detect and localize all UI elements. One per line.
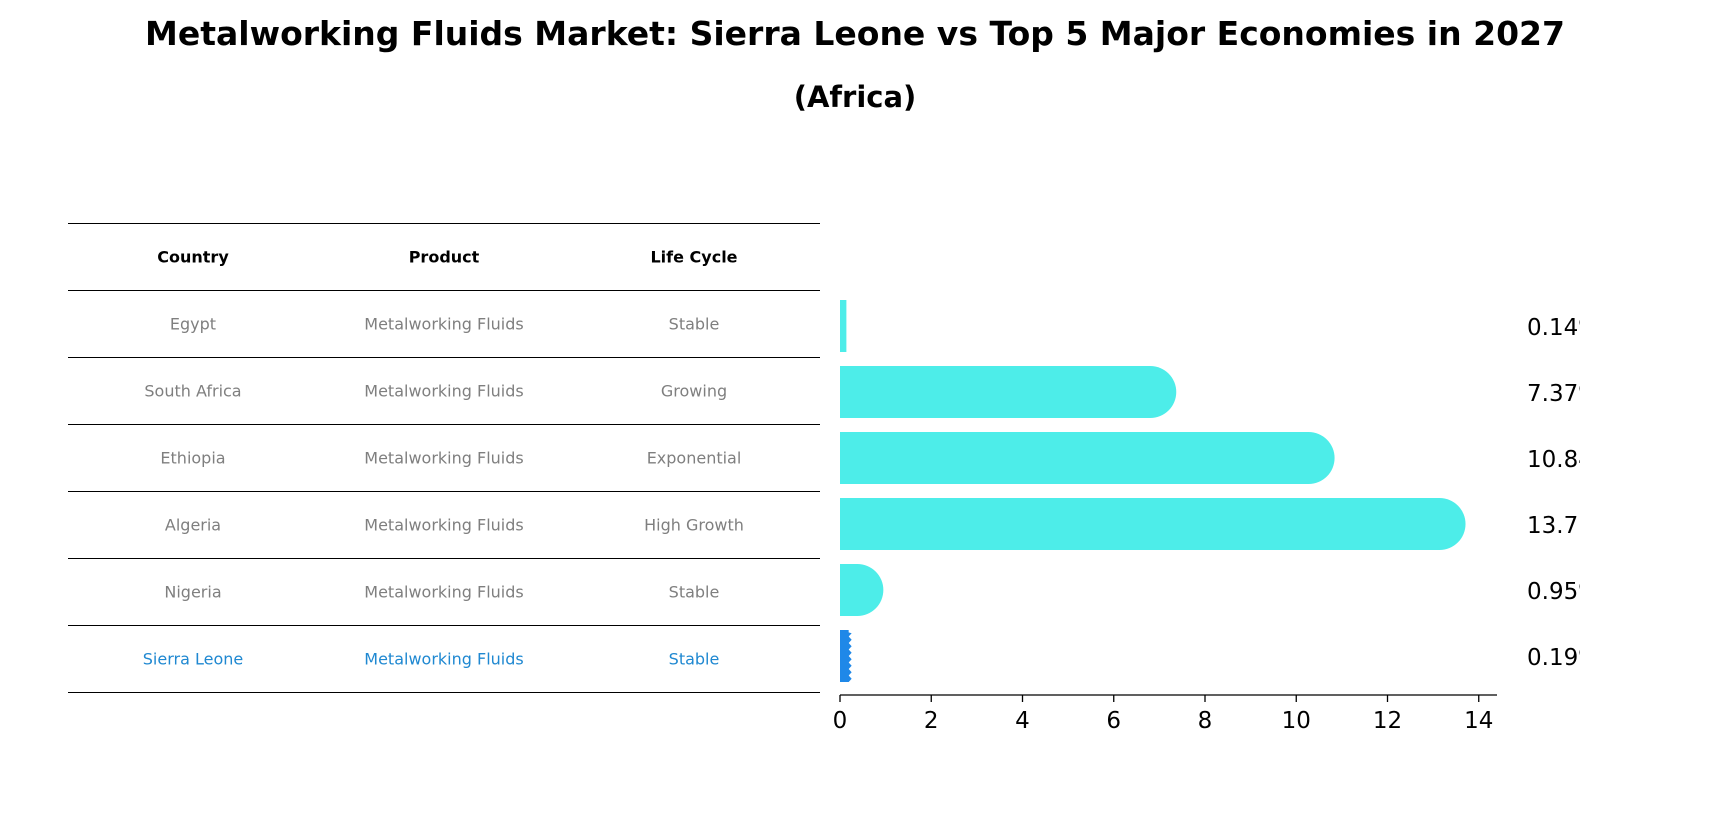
table-divider: [68, 290, 820, 291]
bar-value-label: 10.84%: [1527, 447, 1580, 473]
table-cell: High Growth: [644, 515, 744, 534]
table-cell: Stable: [668, 582, 720, 601]
bar-chart: 0.14% 7.37% 10.84% 13.71% 0.95% 0.19% 0 2 4 6 8 10 1…: [833, 300, 1580, 734]
x-tick-label: 10: [1282, 708, 1311, 734]
bar: [840, 300, 847, 352]
table-cell: Metalworking Fluids: [364, 381, 524, 400]
bar: [840, 366, 1177, 418]
chart-subtitle: (Africa): [793, 80, 917, 114]
column-header: Product: [408, 247, 480, 266]
table-cell: Ethiopia: [160, 448, 226, 467]
bar-highlight-edge: [840, 630, 852, 682]
bar-value-label: 7.37%: [1527, 381, 1580, 407]
table-cell: Metalworking Fluids: [364, 649, 524, 668]
table-divider: [68, 625, 820, 626]
column-header: Country: [157, 247, 229, 266]
table-cell: Algeria: [164, 515, 222, 534]
bar-value-label: 13.71%: [1527, 513, 1580, 539]
table-divider: [68, 357, 820, 358]
table-divider: [68, 692, 820, 693]
table-divider: [68, 491, 820, 492]
table-cell: Metalworking Fluids: [364, 448, 524, 467]
x-tick-label: 14: [1464, 708, 1493, 734]
table-cell: Metalworking Fluids: [364, 314, 524, 333]
table-cell: Growing: [660, 381, 728, 400]
bar-value-label: 0.14%: [1527, 315, 1580, 341]
table-divider: [68, 424, 820, 425]
table-cell: South Africa: [144, 381, 242, 400]
table-cell: Sierra Leone: [142, 649, 244, 668]
table-cell: Nigeria: [164, 582, 222, 601]
table-cell: Egypt: [169, 314, 217, 333]
bar: [840, 564, 884, 616]
table-divider: [68, 223, 820, 224]
bar-value-label: 0.19%: [1527, 645, 1580, 671]
table-cell: Stable: [668, 649, 720, 668]
bar: [840, 498, 1466, 550]
column-header: Life Cycle: [650, 247, 738, 266]
x-tick-label: 12: [1373, 708, 1402, 734]
chart-title: Metalworking Fluids Market: Sierra Leone…: [145, 14, 1565, 53]
table-cell: Metalworking Fluids: [364, 515, 524, 534]
data-table: Country Product Life Cycle Egypt Metalworkin…: [68, 223, 820, 693]
x-tick-label: 6: [1106, 708, 1121, 734]
table-cell: Exponential: [646, 448, 742, 467]
bar: [840, 432, 1335, 484]
bar-value-label: 0.95%: [1527, 579, 1580, 605]
x-tick-label: 0: [833, 708, 848, 734]
x-tick-label: 2: [924, 708, 939, 734]
table-cell: Stable: [668, 314, 720, 333]
table-cell: Metalworking Fluids: [364, 582, 524, 601]
x-tick-label: 4: [1015, 708, 1030, 734]
x-tick-label: 8: [1198, 708, 1213, 734]
table-divider: [68, 558, 820, 559]
